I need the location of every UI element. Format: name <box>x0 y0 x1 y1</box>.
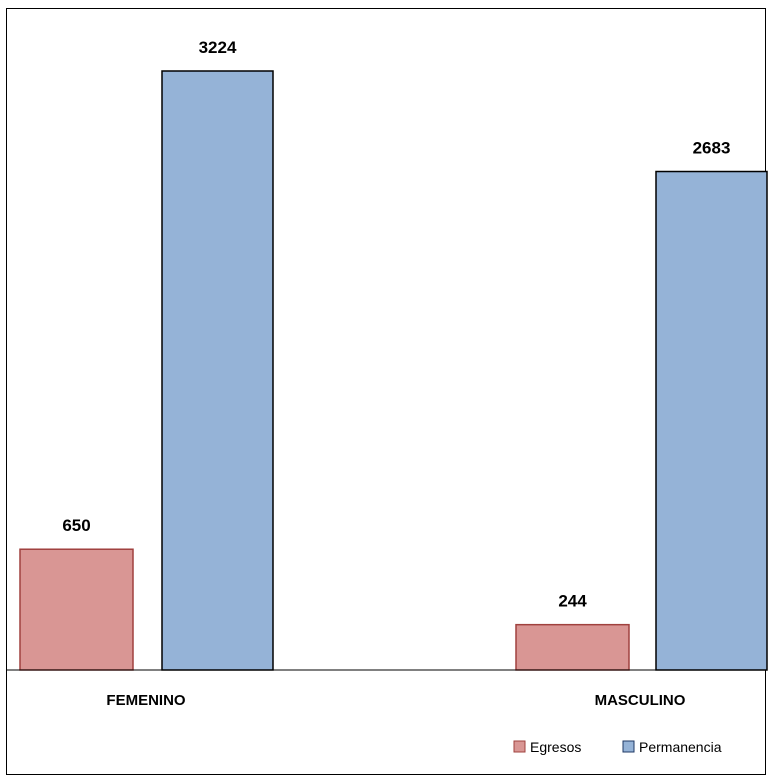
data-label-permanencia-masculino: 2683 <box>693 139 731 158</box>
legend: Egresos Permanencia <box>513 739 722 755</box>
data-label-egresos-masculino: 244 <box>558 592 587 611</box>
bar-permanencia-masculino <box>655 170 768 671</box>
category-label-femenino: FEMENINO <box>106 692 186 709</box>
legend-swatch-egresos <box>513 740 526 753</box>
bar-egresos-masculino <box>515 623 630 671</box>
bar-permanencia-femenino <box>161 70 274 671</box>
category-label-masculino: MASCULINO <box>595 692 686 709</box>
legend-swatch-permanencia <box>622 740 635 753</box>
data-label-permanencia-femenino: 3224 <box>199 38 237 57</box>
legend-label-permanencia: Permanencia <box>639 739 722 755</box>
data-label-egresos-femenino: 650 <box>62 516 90 535</box>
category-labels: FEMENINO MASCULINO <box>106 692 685 709</box>
bar-egresos-femenino <box>19 548 134 671</box>
legend-label-egresos: Egresos <box>530 739 581 755</box>
bars-layer <box>19 70 768 671</box>
labels-layer: 650 3224 244 2683 <box>62 38 730 611</box>
